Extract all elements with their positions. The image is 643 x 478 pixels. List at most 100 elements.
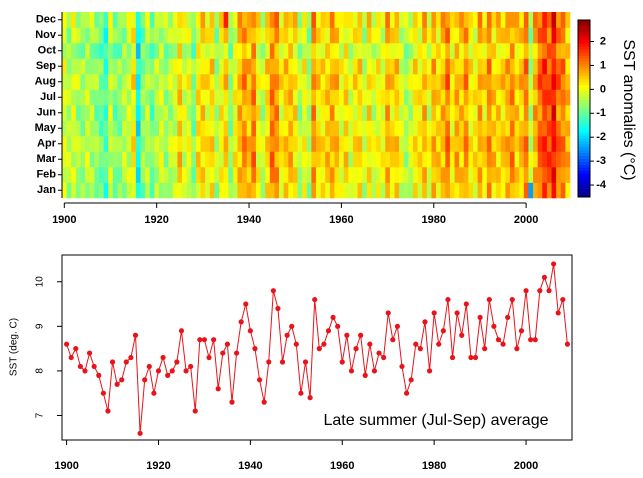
heat-cell: [205, 182, 211, 199]
heat-cell: [265, 120, 271, 137]
heat-cell: [468, 27, 474, 44]
heat-cell: [329, 151, 335, 168]
heat-cell: [514, 151, 520, 168]
heat-cell: [445, 27, 451, 44]
heat-cell: [505, 151, 511, 168]
heat-cell: [149, 136, 155, 152]
heat-cell: [366, 105, 372, 121]
heat-cell: [131, 182, 137, 199]
heat-cell: [385, 43, 391, 59]
heat-cell: [255, 43, 261, 59]
heat-cell: [158, 167, 164, 183]
heat-cell: [565, 151, 571, 168]
heat-cell: [279, 27, 284, 44]
heat-cell: [80, 74, 86, 90]
heat-cell: [334, 12, 340, 28]
heat-cell: [131, 167, 137, 183]
heat-cell: [436, 136, 441, 152]
heat-cell: [158, 27, 164, 44]
heat-cell: [145, 105, 151, 121]
heat-cell: [546, 89, 552, 106]
heat-cell: [519, 151, 525, 168]
heat-cell: [172, 136, 178, 152]
heat-cell: [334, 43, 340, 59]
heat-cell: [449, 89, 455, 106]
heat-cell: [376, 136, 381, 152]
heat-cell: [325, 105, 331, 121]
heat-cell: [449, 182, 455, 199]
heat-cell: [542, 105, 548, 121]
heat-cell: [320, 105, 326, 121]
heat-cell: [500, 167, 506, 183]
heat-cell: [343, 136, 349, 152]
heat-cell: [172, 12, 178, 28]
heat-cell: [486, 43, 492, 59]
heat-cell: [214, 136, 220, 152]
heat-cell: [232, 120, 238, 137]
heat-cell: [399, 151, 405, 168]
heat-cell: [468, 58, 474, 75]
heat-cell: [533, 136, 538, 152]
heat-cell: [565, 12, 571, 28]
heat-cell: [514, 89, 520, 106]
heat-cell: [297, 58, 303, 75]
heat-cell: [459, 136, 465, 152]
heat-cell: [135, 74, 141, 90]
heat-cell: [279, 167, 284, 183]
heat-cell: [265, 151, 271, 168]
heat-cell: [177, 167, 183, 183]
heat-cell: [177, 74, 183, 90]
heat-cell: [232, 182, 238, 199]
heat-cell: [412, 167, 418, 183]
heat-cell: [551, 182, 557, 199]
colorbar-step: [578, 120, 590, 124]
heat-cell: [339, 43, 345, 59]
heat-cell: [274, 27, 280, 44]
heat-cell: [242, 43, 248, 59]
heat-cell: [500, 74, 506, 90]
heat-cell: [62, 105, 67, 121]
heat-cell: [279, 105, 284, 121]
heat-cell: [348, 120, 354, 137]
data-point: [215, 386, 221, 392]
heat-cell: [362, 58, 368, 75]
heat-cell: [385, 120, 391, 137]
heat-cell: [177, 120, 183, 137]
colorbar-step: [578, 67, 590, 71]
heat-cell: [486, 58, 492, 75]
heat-cell: [288, 12, 294, 28]
heat-cell: [533, 120, 538, 137]
colorbar-step: [578, 194, 590, 198]
heat-cell: [288, 136, 294, 152]
heat-cell: [117, 89, 123, 106]
heat-cell: [357, 58, 363, 75]
x-tick-label: 1920: [144, 214, 168, 226]
heat-cell: [500, 58, 506, 75]
heat-cell: [122, 89, 127, 106]
heat-cell: [334, 182, 340, 199]
heat-cell: [560, 136, 566, 152]
heat-cell: [140, 43, 146, 59]
heat-cell: [122, 167, 127, 183]
heat-cell: [533, 27, 538, 44]
heat-cell: [246, 27, 252, 44]
heat-cell: [417, 27, 423, 44]
heat-cell: [482, 27, 488, 44]
heat-cell: [311, 182, 317, 199]
heat-cell: [112, 136, 118, 152]
colorbar-step: [578, 46, 590, 50]
heat-cell: [108, 43, 114, 59]
heat-cell: [482, 105, 488, 121]
heat-cell: [551, 136, 557, 152]
heat-cell: [103, 136, 109, 152]
heat-cell: [223, 58, 229, 75]
heat-cell: [168, 167, 174, 183]
heat-cell: [71, 182, 77, 199]
heat-cell: [80, 105, 86, 121]
colorbar-tick-label: -4: [596, 179, 607, 191]
heat-cell: [292, 120, 298, 137]
data-point: [302, 359, 309, 365]
heat-cell: [551, 120, 557, 137]
heat-cell: [168, 74, 174, 90]
heat-cell: [449, 120, 455, 137]
